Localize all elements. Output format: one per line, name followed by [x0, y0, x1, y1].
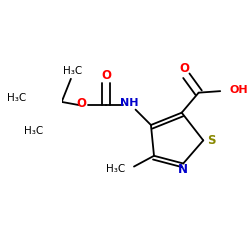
Text: NH: NH: [120, 98, 139, 108]
Text: O: O: [101, 69, 111, 82]
Text: S: S: [207, 134, 215, 147]
Text: H₃C: H₃C: [63, 66, 82, 76]
Text: H₃C: H₃C: [7, 93, 26, 103]
Text: O: O: [77, 97, 87, 110]
Text: O: O: [180, 62, 190, 74]
Text: OH: OH: [230, 84, 248, 94]
Text: H₃C: H₃C: [106, 164, 125, 174]
Text: H₃C: H₃C: [24, 126, 43, 136]
Text: N: N: [178, 163, 188, 176]
